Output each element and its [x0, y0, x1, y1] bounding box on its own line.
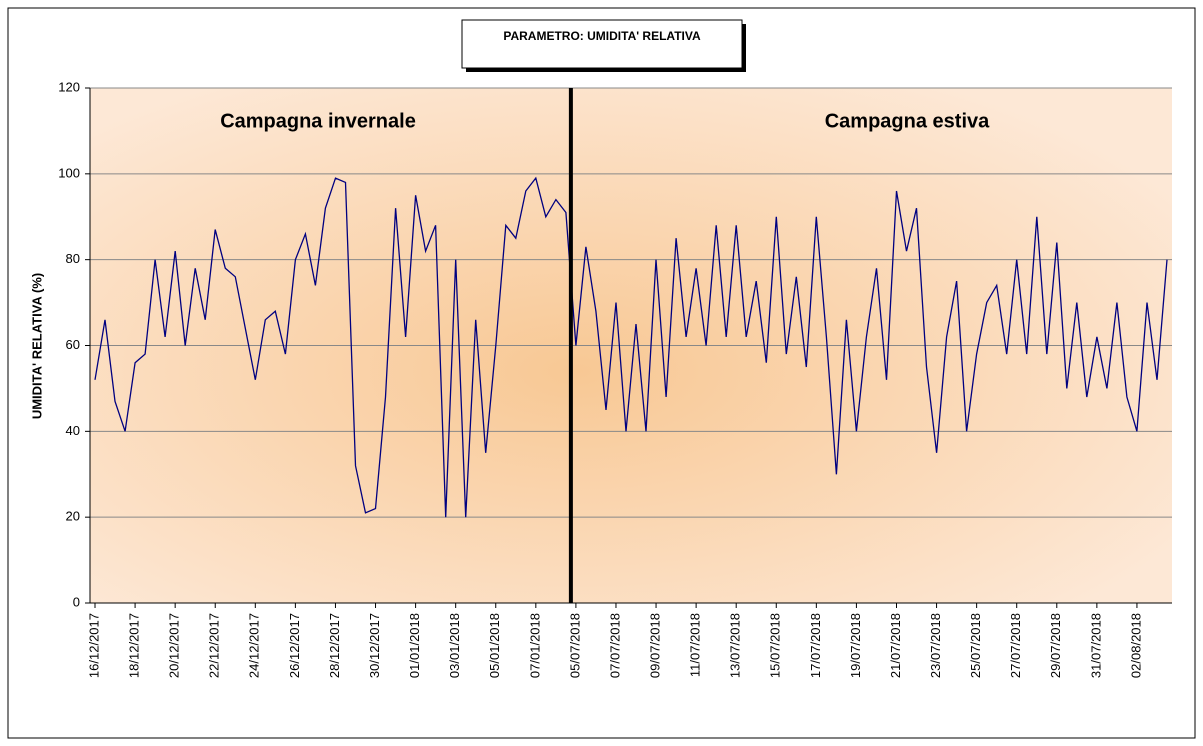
- x-tick-label: 03/01/2018: [447, 613, 462, 678]
- y-tick-label: 60: [66, 337, 80, 352]
- x-tick-label: 20/12/2017: [167, 613, 182, 678]
- x-tick-label: 23/07/2018: [928, 613, 943, 678]
- data-line: [94, 176, 1168, 518]
- x-tick-label: 29/07/2018: [1048, 613, 1063, 678]
- x-tick-label: 21/07/2018: [888, 613, 903, 678]
- title-box: [461, 19, 743, 69]
- x-tick-label: 02/08/2018: [1128, 613, 1143, 678]
- x-tick-label: 24/12/2017: [247, 613, 262, 678]
- y-axis-label: UMIDITA' RELATIVA (%): [29, 273, 44, 419]
- x-tick-label: 13/07/2018: [728, 613, 743, 678]
- x-tick-label: 30/12/2017: [367, 613, 382, 678]
- x-tick-label: 18/12/2017: [127, 613, 142, 678]
- chart-title: PARAMETRO: UMIDITA' RELATIVA: [503, 29, 701, 43]
- x-tick-label: 07/07/2018: [607, 613, 622, 678]
- x-tick-label: 25/07/2018: [968, 613, 983, 678]
- x-tick-label: 05/01/2018: [487, 613, 502, 678]
- x-tick-label: 11/07/2018: [688, 613, 703, 677]
- y-tick-label: 120: [58, 79, 80, 94]
- x-tick-label: 27/07/2018: [1008, 613, 1023, 678]
- annotation: Campagna invernale: [220, 110, 416, 132]
- x-tick-label: 22/12/2017: [207, 613, 222, 678]
- y-tick-label: 40: [66, 423, 80, 438]
- x-tick-label: 15/07/2018: [768, 613, 783, 678]
- annotation: Campagna estiva: [825, 110, 990, 132]
- x-tick-label: 01/01/2018: [407, 613, 422, 678]
- x-tick-label: 07/01/2018: [527, 613, 542, 678]
- y-tick-label: 20: [66, 509, 80, 524]
- x-tick-label: 31/07/2018: [1088, 613, 1103, 678]
- y-tick-label: 0: [73, 594, 80, 609]
- y-tick-label: 80: [66, 251, 80, 266]
- x-tick-label: 28/12/2017: [327, 613, 342, 678]
- y-tick-label: 100: [58, 165, 80, 180]
- x-tick-label: 16/12/2017: [86, 613, 101, 678]
- x-tick-label: 17/07/2018: [808, 613, 823, 678]
- x-tick-label: 26/12/2017: [287, 613, 302, 678]
- x-tick-label: 19/07/2018: [848, 613, 863, 678]
- x-tick-label: 05/07/2018: [567, 613, 582, 678]
- x-tick-label: 09/07/2018: [647, 613, 662, 678]
